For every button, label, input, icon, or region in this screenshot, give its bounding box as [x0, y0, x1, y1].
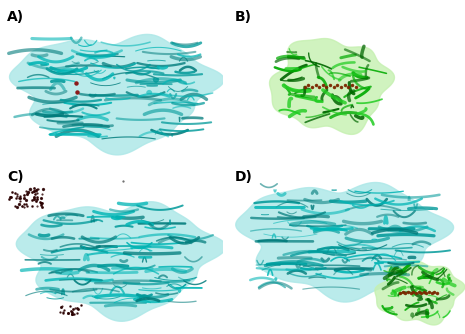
Polygon shape	[236, 182, 453, 302]
Text: B): B)	[235, 10, 252, 24]
Text: D): D)	[235, 170, 252, 184]
Polygon shape	[10, 34, 224, 155]
Text: A): A)	[7, 10, 24, 24]
Text: C): C)	[7, 170, 23, 184]
Polygon shape	[375, 261, 465, 325]
Polygon shape	[16, 202, 226, 321]
Polygon shape	[270, 38, 394, 134]
